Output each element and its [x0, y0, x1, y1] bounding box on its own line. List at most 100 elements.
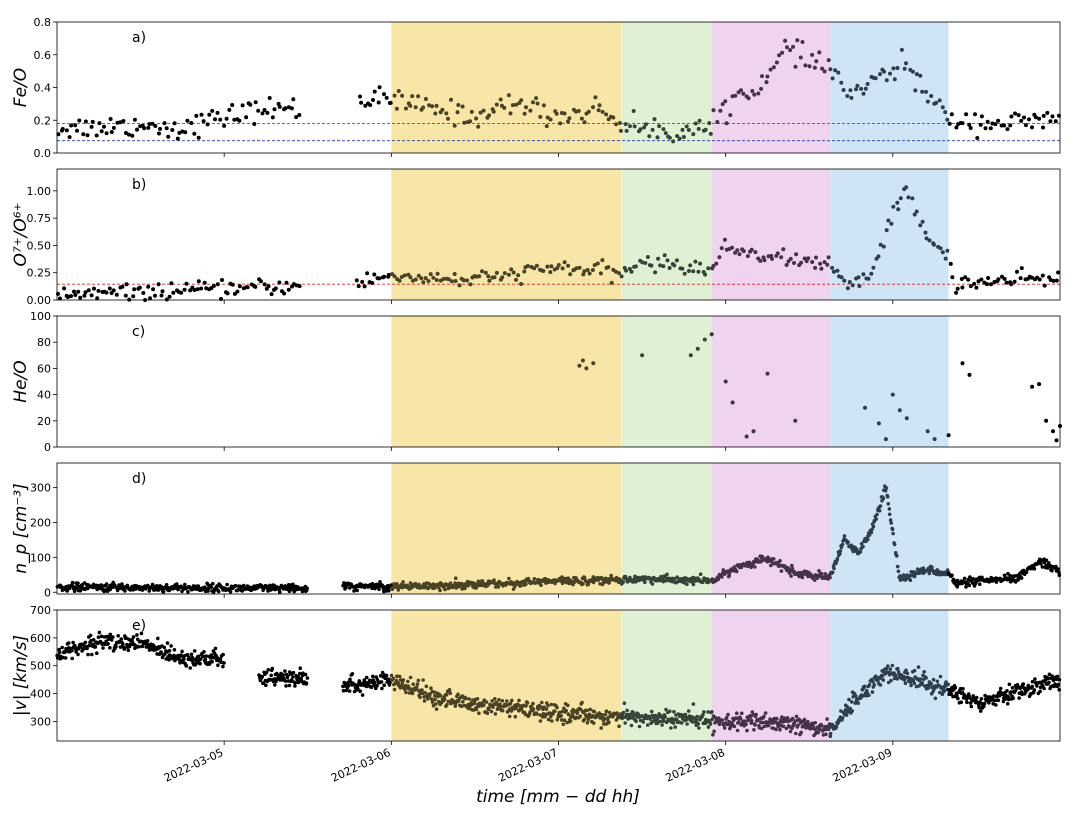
- data-point: [998, 686, 1003, 691]
- data-point: [873, 76, 878, 81]
- data-point: [994, 703, 998, 707]
- data-point: [871, 265, 876, 270]
- data-point: [211, 283, 216, 288]
- data-point: [93, 645, 98, 649]
- data-point: [890, 527, 895, 532]
- data-point: [834, 725, 839, 729]
- data-point: [78, 588, 83, 593]
- data-point: [160, 289, 165, 294]
- data-point: [1053, 682, 1057, 686]
- data-point: [896, 207, 901, 212]
- data-point: [218, 117, 223, 122]
- data-point: [483, 270, 488, 275]
- data-point: [447, 688, 452, 692]
- data-point: [723, 379, 728, 384]
- data-point: [360, 279, 365, 284]
- data-point: [554, 111, 559, 116]
- data-point: [461, 699, 465, 704]
- data-point: [379, 680, 384, 684]
- data-point: [1057, 677, 1062, 682]
- data-point: [169, 644, 173, 648]
- data-point: [912, 681, 917, 686]
- data-point: [606, 117, 611, 122]
- data-point: [435, 271, 440, 276]
- data-point: [489, 709, 494, 714]
- data-point: [859, 542, 864, 546]
- data-point: [918, 677, 923, 681]
- data-point: [667, 266, 672, 270]
- data-point: [419, 276, 424, 281]
- data-point: [388, 100, 393, 105]
- data-point: [814, 59, 819, 64]
- data-point: [706, 266, 711, 271]
- data-point: [740, 711, 744, 716]
- data-point: [735, 248, 740, 253]
- data-point: [602, 716, 607, 721]
- data-point: [836, 70, 841, 75]
- data-point: [983, 126, 988, 131]
- data-point: [881, 496, 886, 501]
- data-point: [118, 120, 123, 125]
- data-point: [759, 86, 764, 91]
- interval-band-2: [621, 463, 712, 594]
- data-point: [871, 524, 876, 529]
- data-point: [788, 729, 793, 734]
- data-point: [867, 682, 872, 687]
- data-point: [372, 272, 377, 277]
- data-point: [1005, 702, 1010, 706]
- data-point: [252, 122, 257, 126]
- data-point: [982, 701, 987, 706]
- data-point: [167, 294, 172, 299]
- data-point: [380, 686, 384, 691]
- data-point: [838, 549, 843, 553]
- data-point: [124, 636, 128, 640]
- data-point: [272, 677, 277, 681]
- data-point: [945, 248, 950, 253]
- interval-band-1: [391, 169, 622, 300]
- data-point: [1006, 694, 1010, 699]
- data-point: [582, 120, 587, 125]
- data-point: [732, 724, 737, 729]
- data-point: [859, 696, 863, 700]
- data-point: [817, 50, 822, 55]
- data-point: [104, 639, 108, 644]
- data-point: [799, 260, 804, 265]
- data-point: [532, 577, 537, 581]
- data-point: [674, 258, 679, 263]
- data-point: [672, 263, 677, 268]
- data-point: [888, 71, 892, 76]
- data-point: [850, 709, 854, 713]
- data-point: [531, 701, 535, 706]
- data-point: [73, 644, 77, 648]
- data-point: [675, 134, 680, 138]
- panel-5: 300 400 500 600 700 e) |v| [km/s]: [11, 604, 1062, 745]
- data-point: [94, 133, 99, 138]
- data-point: [222, 661, 226, 665]
- data-point: [1047, 672, 1052, 677]
- data-point: [72, 589, 77, 593]
- data-point: [415, 687, 419, 692]
- data-point: [183, 582, 187, 587]
- data-point: [233, 583, 238, 588]
- data-point: [600, 109, 605, 114]
- data-point: [855, 83, 860, 88]
- data-point: [950, 275, 955, 280]
- data-point: [1004, 697, 1008, 701]
- data-point: [839, 545, 844, 549]
- data-point: [519, 98, 524, 103]
- data-point: [1057, 687, 1061, 692]
- data-point: [76, 289, 81, 294]
- data-point: [265, 110, 270, 115]
- data-point: [796, 723, 800, 727]
- data-point: [568, 272, 573, 277]
- data-point: [954, 125, 959, 130]
- panel-1: 0.0 0.2 0.4 0.6 0.8 a) Fe/O: [11, 16, 1061, 160]
- data-point: [429, 686, 433, 690]
- data-point: [456, 103, 461, 107]
- data-point: [777, 53, 782, 58]
- data-point: [171, 290, 176, 295]
- data-point: [360, 693, 365, 697]
- data-point: [344, 688, 349, 693]
- data-point: [770, 256, 774, 261]
- data-point: [57, 650, 62, 655]
